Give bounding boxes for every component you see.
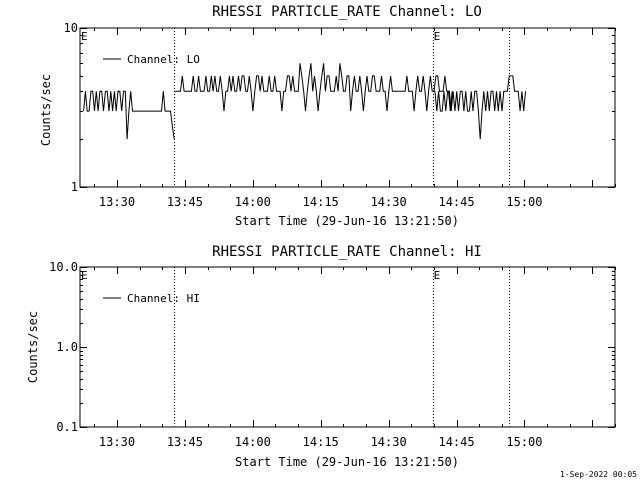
x-tick-label: 14:00 — [235, 195, 271, 209]
legend-hi: Channel: HI — [103, 292, 200, 305]
event-marker-label: E — [81, 30, 88, 43]
event-lines-lo — [174, 28, 510, 187]
x-tick-label: 13:30 — [99, 195, 135, 209]
event-marker-label: E — [434, 269, 441, 282]
x-axis-ticks-lo — [94, 28, 616, 187]
plot-frame-hi — [79, 266, 616, 428]
x-tick-label: 13:45 — [167, 435, 203, 449]
x-tick-label: 14:45 — [438, 435, 474, 449]
x-tick-label: 14:15 — [303, 195, 339, 209]
y-axis-label-lo: Counts/sec — [39, 74, 53, 146]
chart-title-hi: RHESSI PARTICLE_RATE Channel: HI — [212, 244, 482, 260]
series-lo — [83, 63, 526, 140]
x-tick-label: 15:00 — [506, 435, 542, 449]
series-line-lo — [433, 75, 526, 140]
x-tick-label: 13:45 — [167, 195, 203, 209]
x-tick-label: 14:30 — [371, 195, 407, 209]
x-axis-label-hi: Start Time (29-Jun-16 13:21:50) — [235, 455, 459, 469]
x-axis-ticks-hi — [94, 267, 616, 427]
y-tick-label: 10.0 — [49, 260, 78, 274]
series-line-lo — [175, 63, 453, 112]
y-axis-tick-labels-lo: 1 10 — [64, 21, 78, 194]
event-marker-label: E — [81, 269, 88, 282]
x-tick-label: 15:00 — [506, 195, 542, 209]
x-tick-label: 14:15 — [303, 435, 339, 449]
y-axis-ticks-lo — [80, 28, 615, 188]
x-axis-label-lo: Start Time (29-Jun-16 13:21:50) — [235, 214, 459, 228]
x-tick-label: 14:00 — [235, 435, 271, 449]
y-tick-label: 1.0 — [56, 340, 78, 354]
x-axis-tick-labels-hi: 13:30 13:45 14:00 14:15 14:30 14:45 15:00 — [99, 435, 543, 449]
legend-label-hi: Channel: HI — [127, 292, 200, 305]
x-tick-label: 14:30 — [371, 435, 407, 449]
chart-title-lo: RHESSI PARTICLE_RATE Channel: LO — [212, 4, 482, 20]
y-tick-label: 1 — [71, 180, 78, 194]
x-axis-tick-labels-lo: 13:30 13:45 14:00 14:15 14:30 14:45 15:00 — [99, 195, 543, 209]
series-line-lo — [83, 90, 175, 140]
footer-timestamp: 1-Sep-2022 00:05 — [560, 470, 637, 479]
y-axis-tick-labels-hi: 0.1 1.0 10.0 — [49, 260, 78, 434]
event-lines-hi — [174, 267, 510, 427]
y-axis-ticks-hi — [80, 267, 615, 428]
y-tick-label: 0.1 — [56, 420, 78, 434]
legend-lo: Channel: LO — [103, 53, 200, 66]
plot-frame-lo — [79, 27, 616, 188]
y-axis-label-hi: Counts/sec — [26, 311, 40, 383]
legend-label-lo: Channel: LO — [127, 53, 200, 66]
x-tick-label: 14:45 — [438, 195, 474, 209]
y-tick-label: 10 — [64, 21, 78, 35]
event-marker-label: E — [434, 30, 441, 43]
x-tick-label: 13:30 — [99, 435, 135, 449]
